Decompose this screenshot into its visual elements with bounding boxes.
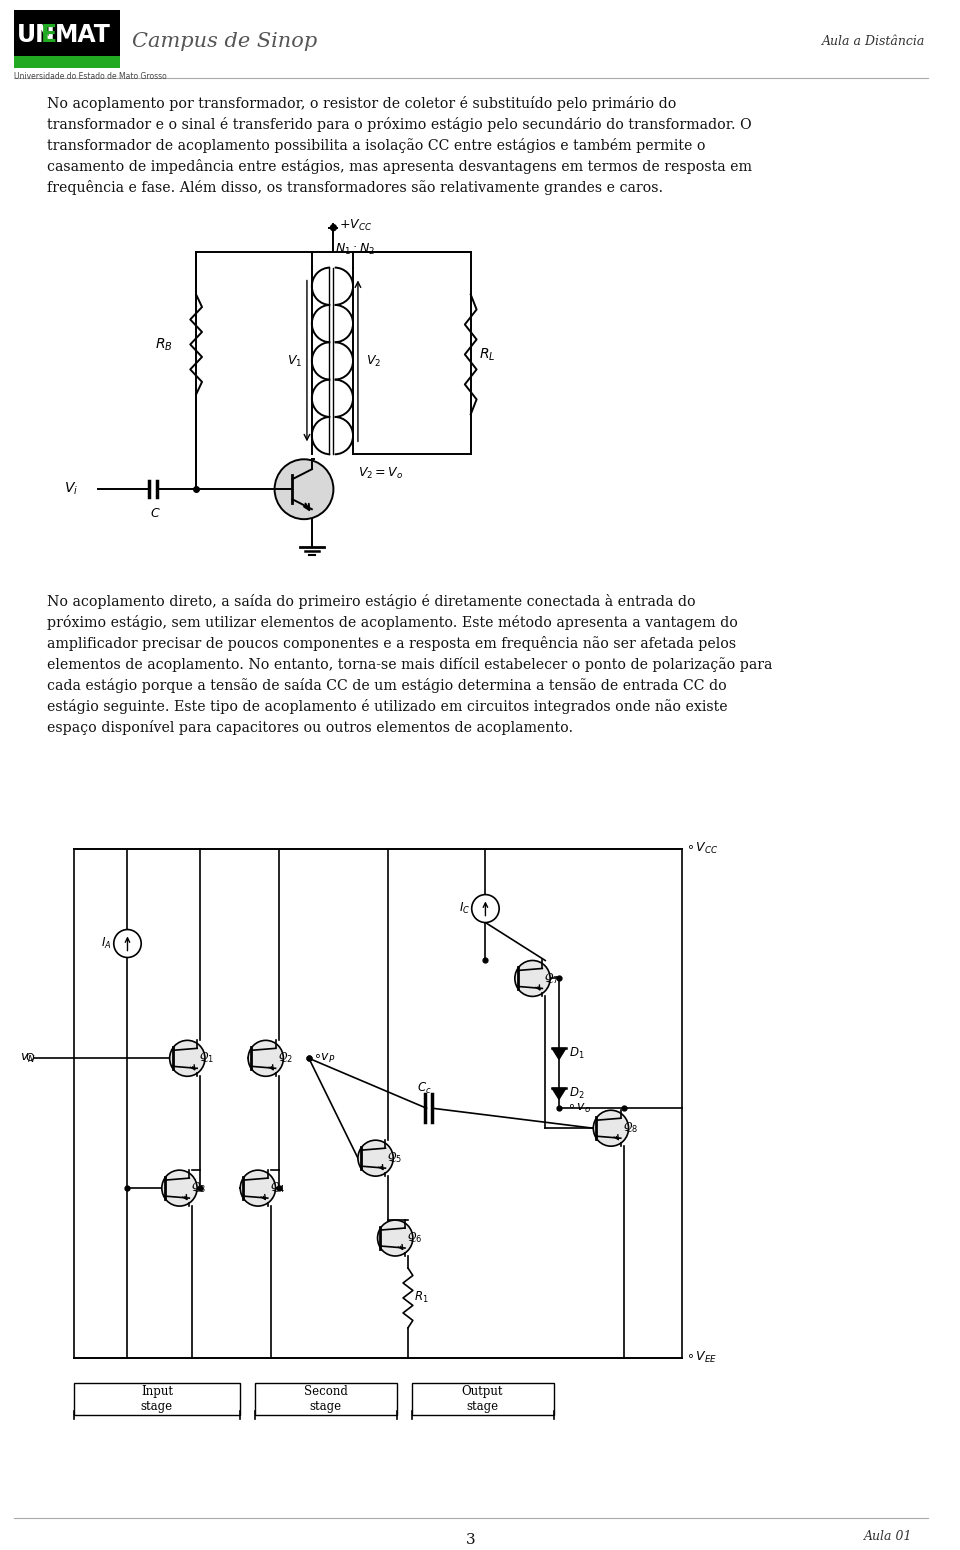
Text: elementos de acoplamento. No entanto, torna-se mais difícil estabelecer o ponto : elementos de acoplamento. No entanto, to… (47, 657, 773, 673)
Circle shape (240, 1170, 276, 1206)
Circle shape (471, 894, 499, 922)
Polygon shape (552, 1048, 565, 1059)
Text: $R_B$: $R_B$ (155, 336, 173, 353)
Text: $\mathcal{Q}_6$: $\mathcal{Q}_6$ (407, 1231, 422, 1245)
Circle shape (515, 961, 550, 997)
Circle shape (170, 1040, 204, 1076)
Text: E: E (41, 23, 58, 46)
Text: $\mathcal{Q}_7$: $\mathcal{Q}_7$ (544, 972, 560, 986)
Bar (412, 1383, 554, 1415)
Text: UN: UN (16, 23, 56, 46)
Circle shape (377, 1220, 413, 1256)
Circle shape (113, 930, 141, 958)
Text: Aula 01: Aula 01 (863, 1530, 912, 1542)
Text: Aula a Distância: Aula a Distância (823, 36, 925, 48)
Circle shape (248, 1040, 283, 1076)
Text: $N_1 : N_2$: $N_1 : N_2$ (335, 242, 375, 257)
Text: $I_C$: $I_C$ (459, 901, 469, 916)
Text: MAT: MAT (55, 23, 110, 46)
Text: amplificador precisar de poucos componentes e a resposta em frequência não ser a: amplificador precisar de poucos componen… (47, 636, 736, 651)
Text: No acoplamento direto, a saída do primeiro estágio é diretamente conectada à ent: No acoplamento direto, a saída do primei… (47, 594, 696, 609)
Text: $C$: $C$ (150, 507, 160, 521)
Bar (13, 56, 120, 68)
Circle shape (275, 459, 333, 519)
Text: espaço disponível para capacitores ou outros elementos de acoplamento.: espaço disponível para capacitores ou ou… (47, 719, 573, 735)
Text: Input
stage: Input stage (141, 1384, 173, 1412)
Circle shape (358, 1141, 394, 1176)
Text: $C_c$: $C_c$ (417, 1080, 431, 1096)
Circle shape (330, 225, 336, 231)
Circle shape (162, 1170, 197, 1206)
Bar (13, 9, 120, 68)
Text: $D_2$: $D_2$ (568, 1085, 585, 1100)
Text: transformador de acoplamento possibilita a isolação CC entre estágios e também p: transformador de acoplamento possibilita… (47, 138, 706, 153)
Text: $v_N$: $v_N$ (19, 1052, 36, 1065)
Text: $\circ\, v_o$: $\circ\, v_o$ (566, 1102, 591, 1114)
Text: $\mathcal{Q}_3$: $\mathcal{Q}_3$ (191, 1181, 206, 1195)
Text: Output
stage: Output stage (462, 1384, 503, 1412)
Text: $V_1$: $V_1$ (287, 353, 302, 369)
Text: cada estágio porque a tensão de saída CC de um estágio determina a tensão de ent: cada estágio porque a tensão de saída CC… (47, 677, 727, 693)
Text: No acoplamento por transformador, o resistor de coletor é substituído pelo primá: No acoplamento por transformador, o resi… (47, 96, 677, 112)
Polygon shape (552, 1088, 565, 1099)
Text: $\mathcal{Q}_5$: $\mathcal{Q}_5$ (387, 1152, 403, 1166)
Text: $+V_{CC}$: $+V_{CC}$ (339, 219, 372, 232)
Text: $\circ\, V_{CC}$: $\circ\, V_{CC}$ (686, 842, 719, 856)
Text: $R_L$: $R_L$ (478, 346, 495, 363)
Text: $D_1$: $D_1$ (568, 1046, 585, 1060)
Text: $V_i$: $V_i$ (64, 480, 79, 498)
Text: Second
stage: Second stage (303, 1384, 348, 1412)
Text: Campus de Sinop: Campus de Sinop (132, 33, 318, 51)
Text: frequência e fase. Além disso, os transformadores são relativamente grandes e ca: frequência e fase. Além disso, os transf… (47, 180, 663, 195)
Text: $\circ\, V_{EE}$: $\circ\, V_{EE}$ (686, 1350, 718, 1366)
Text: $\mathcal{Q}_4$: $\mathcal{Q}_4$ (270, 1181, 285, 1195)
Text: $\mathcal{Q}_2$: $\mathcal{Q}_2$ (277, 1051, 293, 1065)
Text: próximo estágio, sem utilizar elementos de acoplamento. Este método apresenta a : próximo estágio, sem utilizar elementos … (47, 615, 738, 629)
Text: 3: 3 (466, 1533, 475, 1547)
Text: $V_2 = V_o$: $V_2 = V_o$ (358, 467, 403, 482)
Text: $R_1$: $R_1$ (414, 1291, 428, 1305)
Text: casamento de impedância entre estágios, mas apresenta desvantagens em termos de : casamento de impedância entre estágios, … (47, 158, 752, 174)
Bar (74, 1383, 240, 1415)
Text: transformador e o sinal é transferido para o próximo estágio pelo secundário do : transformador e o sinal é transferido pa… (47, 116, 752, 132)
Bar (255, 1383, 397, 1415)
Text: $\circ v_P$: $\circ v_P$ (313, 1052, 335, 1065)
Text: $\mathcal{Q}_1$: $\mathcal{Q}_1$ (199, 1051, 214, 1065)
Circle shape (593, 1110, 629, 1145)
Text: O: O (25, 1054, 34, 1063)
Text: $\mathcal{Q}_8$: $\mathcal{Q}_8$ (623, 1121, 638, 1135)
Text: $I_A$: $I_A$ (101, 936, 111, 952)
Text: $V_2$: $V_2$ (366, 353, 381, 369)
Text: Universidade do Estado de Mato Grosso: Universidade do Estado de Mato Grosso (13, 71, 166, 81)
Text: estágio seguinte. Este tipo de acoplamento é utilizado em circuitos integrados o: estágio seguinte. Este tipo de acoplamen… (47, 699, 728, 715)
